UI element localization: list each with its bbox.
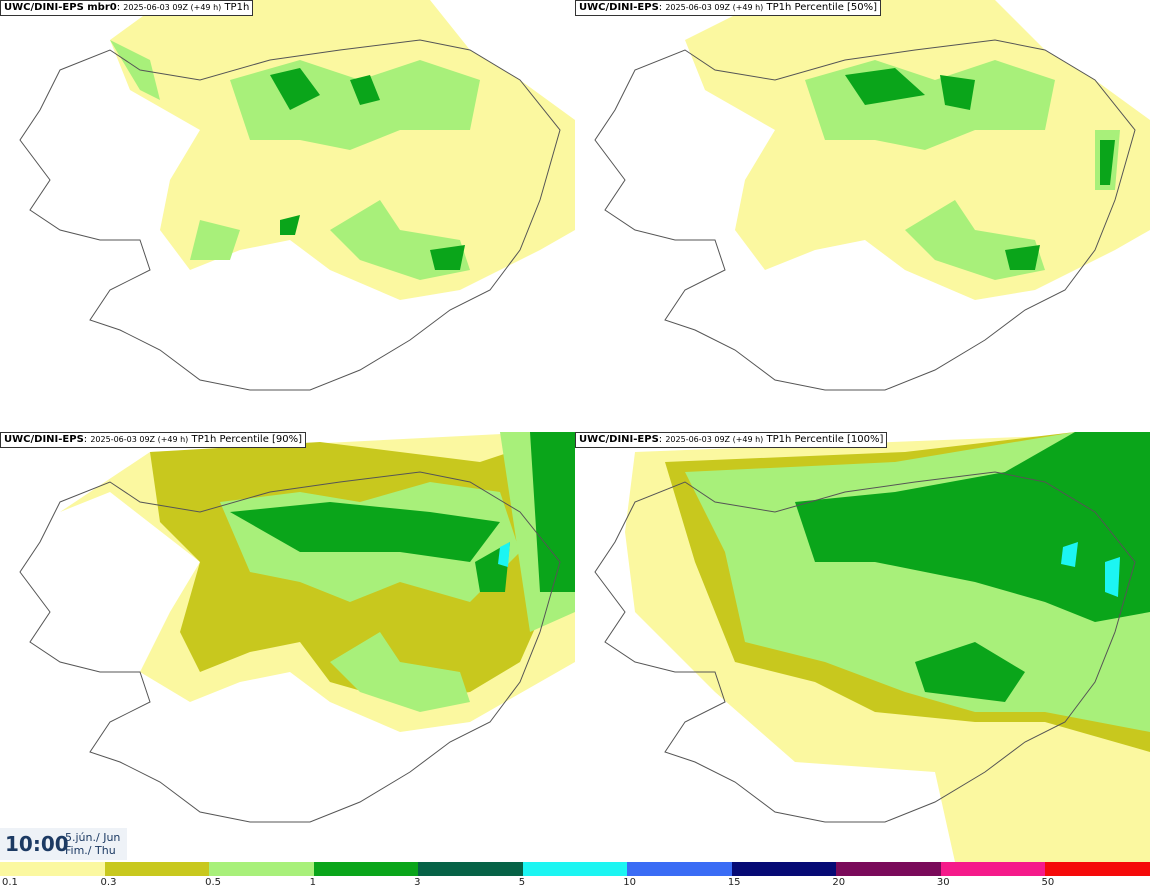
legend-swatch: [522, 862, 629, 876]
coastline: [19, 471, 561, 823]
field-label: TP1h Percentile [90%]: [191, 434, 303, 445]
valid-weekday: Fim./ Thu: [65, 844, 116, 857]
run-label: 2025-06-03 09Z (+49 h): [90, 435, 189, 444]
model-label: UWC/DINI-EPS: [4, 434, 84, 445]
precip-light: [685, 0, 1150, 300]
legend-swatch: [0, 862, 106, 876]
coastline: [19, 39, 561, 391]
legend-label: 0.3: [100, 877, 117, 888]
panel-title: UWC/DINI-EPS: 2025-06-03 09Z (+49 h) TP1…: [0, 432, 307, 448]
legend-swatch: [104, 862, 211, 876]
legend-label: 30: [936, 877, 950, 888]
legend-swatch: [731, 862, 838, 876]
legend-swatch: [836, 862, 942, 876]
panel-title: UWC/DINI-EPS: 2025-06-03 09Z (+49 h) TP1…: [575, 0, 882, 16]
precip-map: [594, 432, 1150, 862]
model-label: UWC/DINI-EPS: [579, 434, 659, 445]
legend-label: 15: [727, 877, 741, 888]
panel-title: UWC/DINI-EPS: 2025-06-03 09Z (+49 h) TP1…: [575, 432, 888, 448]
legend-label: 1: [309, 877, 316, 888]
legend-label: 0.1: [2, 877, 18, 888]
field-label: TP1h: [224, 2, 250, 13]
legend-swatch: [418, 862, 524, 876]
map-panel-mbr0: UWC/DINI-EPS mbr0: 2025-06-03 09Z (+49 h…: [0, 0, 575, 430]
legend-label: 50: [1041, 877, 1055, 888]
color-legend: 0.1 0.3 0.5 1 3 5 10 15 20 30 50: [0, 862, 1150, 891]
legend-label: 20: [832, 877, 846, 888]
precip-heavy: [230, 432, 575, 592]
map-panel-p50: UWC/DINI-EPS: 2025-06-03 09Z (+49 h) TP1…: [575, 0, 1150, 430]
run-label: 2025-06-03 09Z (+49 h): [665, 435, 764, 444]
precip-heavy: [795, 432, 1150, 702]
map-panel-p90: UWC/DINI-EPS: 2025-06-03 09Z (+49 h) TP1…: [0, 432, 575, 862]
legend-label: 5: [518, 877, 526, 888]
precip-light: [110, 0, 575, 300]
valid-time-box: 10:00 5.jún./ Jun Fim./ Thu: [0, 828, 127, 860]
legend-label: 10: [623, 877, 636, 888]
precip-map: [19, 432, 575, 823]
precip-heavy: [845, 68, 1115, 270]
legend-label: 3: [414, 877, 421, 888]
valid-time: 10:00: [5, 832, 69, 856]
model-label: UWC/DINI-EPS mbr0: [4, 2, 117, 13]
legend-swatch: [209, 862, 315, 876]
precip-very-heavy: [498, 542, 510, 567]
valid-date-line: 5.jún./ Jun: [65, 831, 121, 844]
precip-heavy: [270, 68, 465, 270]
legend-swatch: [313, 862, 420, 876]
panel-title: UWC/DINI-EPS mbr0: 2025-06-03 09Z (+49 h…: [0, 0, 254, 16]
coastline: [594, 39, 1136, 391]
precip-map: [19, 0, 575, 391]
precip-map: [594, 0, 1150, 391]
field-label: TP1h Percentile [50%]: [766, 2, 878, 13]
run-label: 2025-06-03 09Z (+49 h): [665, 3, 764, 12]
valid-date: 5.jún./ Jun Fim./ Thu: [65, 831, 120, 857]
legend-label: 0.5: [205, 877, 221, 888]
map-panel-p100: UWC/DINI-EPS: 2025-06-03 09Z (+49 h) TP1…: [575, 432, 1150, 862]
legend-swatch: [940, 862, 1047, 876]
field-label: TP1h Percentile [100%]: [766, 434, 884, 445]
legend-swatch: [1045, 862, 1150, 876]
precip-very-heavy: [1061, 542, 1120, 597]
coastline: [594, 471, 1136, 823]
legend-swatch: [627, 862, 733, 876]
run-label: 2025-06-03 09Z (+49 h): [123, 3, 222, 12]
model-label: UWC/DINI-EPS: [579, 2, 659, 13]
